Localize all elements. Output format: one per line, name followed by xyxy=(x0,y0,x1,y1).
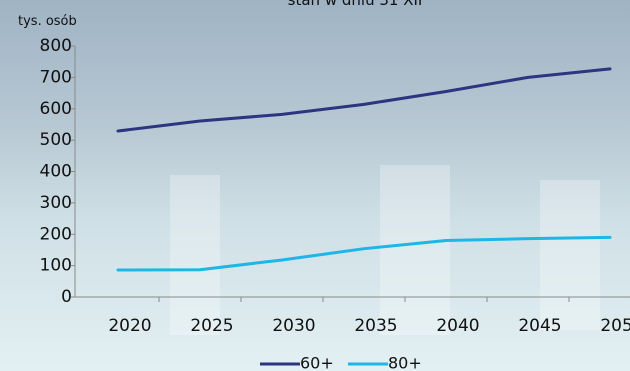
y-tick-label: 300 xyxy=(40,193,72,213)
background-building xyxy=(540,180,600,330)
y-tick-label: 200 xyxy=(40,224,72,244)
x-tick-label: 2020 xyxy=(108,316,151,336)
x-tick-label: 2025 xyxy=(190,316,233,336)
background-building xyxy=(170,175,220,335)
legend-label-60: 60+ xyxy=(300,354,334,371)
y-tick-label: 0 xyxy=(61,287,72,307)
chart-title: stan w dniu 31 XII xyxy=(288,0,423,9)
background-building xyxy=(380,165,450,335)
y-axis-unit-label: tys. osób xyxy=(18,14,77,29)
legend: 60+ 80+ xyxy=(260,354,422,371)
series-line-60 xyxy=(116,67,612,133)
x-tick-label: 2040 xyxy=(436,316,479,336)
y-tick-label: 100 xyxy=(40,256,72,276)
y-tick-label: 400 xyxy=(40,162,72,182)
x-tick-label: 2030 xyxy=(272,316,315,336)
legend-label-80: 80+ xyxy=(388,354,422,371)
y-tick-label: 600 xyxy=(40,99,72,119)
x-tick-label: 2035 xyxy=(354,316,397,336)
axes: 0 100 200 300 400 500 600 700 800 2020 2025 2030 203… xyxy=(40,36,630,336)
series-layer xyxy=(116,67,612,272)
y-tick-label: 800 xyxy=(40,36,72,56)
x-tick-label: 2045 xyxy=(518,316,561,336)
x-tick-label: 2050 xyxy=(600,316,630,336)
series-line-80 xyxy=(116,235,612,272)
y-tick-label: 500 xyxy=(40,130,72,150)
y-tick-label: 700 xyxy=(40,67,72,87)
